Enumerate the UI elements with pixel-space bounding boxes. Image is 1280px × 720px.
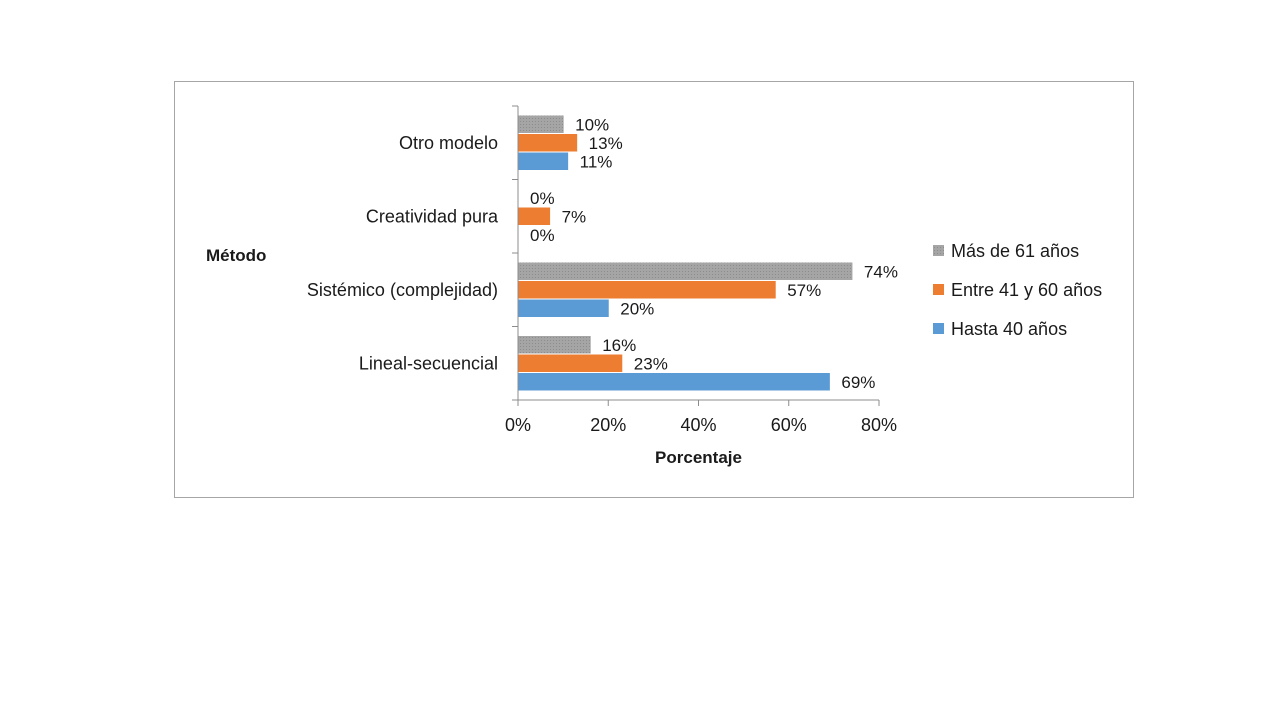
legend-swatch — [933, 284, 944, 295]
data-label: 11% — [580, 152, 613, 171]
chart-container: 0% 20% 40% 60% 80% Porcentaje Método Lineal-sec… — [174, 81, 1134, 498]
legend-label: Hasta 40 años — [951, 319, 1067, 339]
x-tick-label: 20% — [590, 415, 626, 435]
x-tick-label: 40% — [680, 415, 716, 435]
bar-1-1 — [518, 373, 830, 391]
data-label: 13% — [589, 134, 623, 153]
category-label: Creatividad pura — [366, 206, 499, 226]
bar-2-4 — [518, 134, 578, 152]
legend-swatch — [933, 323, 944, 334]
legend-swatch — [933, 245, 944, 256]
data-label: 20% — [620, 299, 654, 318]
x-tick-label: 60% — [771, 415, 807, 435]
bar-2-3 — [518, 207, 551, 225]
bar-1-4 — [518, 152, 569, 170]
bar-2-1 — [518, 354, 623, 372]
x-axis-title: Porcentaje — [655, 448, 742, 467]
bar-3-2 — [518, 262, 853, 280]
bar-3-4 — [518, 115, 564, 133]
legend-label: Más de 61 años — [951, 241, 1079, 261]
data-label: 74% — [864, 262, 898, 281]
bar-2-2 — [518, 281, 776, 299]
bar-1-2 — [518, 299, 609, 317]
category-label: Lineal-secuencial — [359, 353, 498, 373]
data-label: 7% — [562, 207, 587, 226]
y-axis-title: Método — [206, 246, 266, 265]
category-label: Sistémico (complejidad) — [307, 280, 498, 300]
data-label: 16% — [602, 336, 636, 355]
data-label: 23% — [634, 354, 668, 373]
category-label: Otro modelo — [399, 133, 498, 153]
x-tick-label: 80% — [861, 415, 897, 435]
data-label: 0% — [530, 189, 555, 208]
bar-chart: 0% 20% 40% 60% 80% Porcentaje Método Lineal-sec… — [206, 105, 1102, 467]
bar-3-1 — [518, 336, 591, 354]
data-label: 10% — [575, 115, 609, 134]
legend-label: Entre 41 y 60 años — [951, 280, 1102, 300]
data-label: 69% — [841, 373, 875, 392]
data-label: 57% — [787, 281, 821, 300]
data-label: 0% — [530, 226, 555, 245]
x-tick-label: 0% — [505, 415, 531, 435]
